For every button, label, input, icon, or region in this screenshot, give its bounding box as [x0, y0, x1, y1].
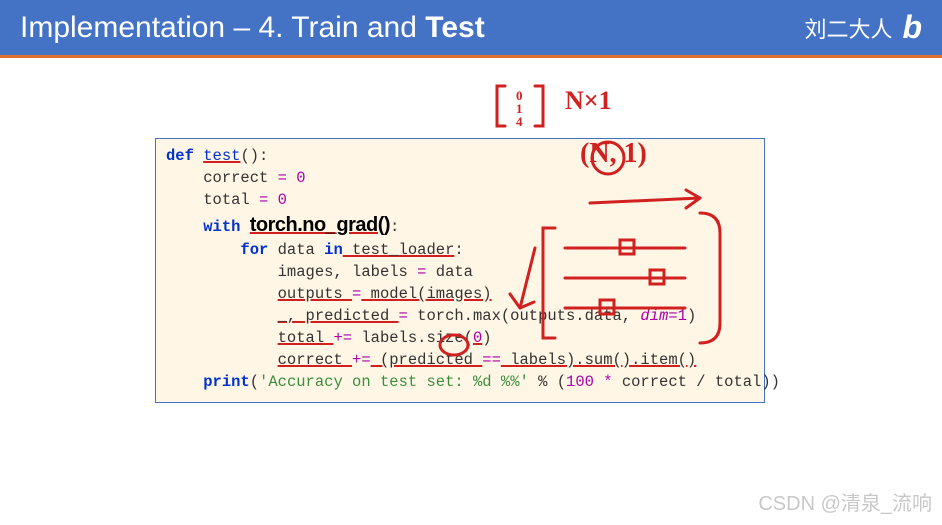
- annot-shape: (N, 1): [580, 138, 647, 170]
- svg-text:4: 4: [516, 114, 523, 129]
- code-line-4: with torch.no_grad():: [166, 211, 754, 239]
- code-block: def test(): correct = 0 total = 0 with t…: [155, 138, 765, 403]
- code-line-3: total = 0: [166, 189, 754, 211]
- logo-icon: b: [902, 9, 922, 46]
- code-line-1: def test():: [166, 145, 754, 167]
- slide-body: def test(): correct = 0 total = 0 with t…: [0, 58, 942, 522]
- title-bold: Test: [425, 11, 484, 44]
- code-line-9: total += labels.size(0): [166, 327, 754, 349]
- code-line-6: images, labels = data: [166, 261, 754, 283]
- header-right: 刘二大人 b: [804, 9, 922, 46]
- annot-nx1: N×1: [565, 86, 612, 116]
- code-line-5: for data in test_loader:: [166, 239, 754, 261]
- code-line-2: correct = 0: [166, 167, 754, 189]
- author-name: 刘二大人: [804, 12, 892, 44]
- slide-title: Implementation – 4. Train and Test: [20, 11, 485, 45]
- title-prefix: Implementation – 4. Train and: [20, 11, 425, 44]
- code-line-8: _, predicted = torch.max(outputs.data, d…: [166, 305, 754, 327]
- svg-text:1: 1: [516, 101, 523, 116]
- code-line-7: outputs = model(images): [166, 283, 754, 305]
- svg-text:0: 0: [516, 88, 523, 103]
- code-line-10: correct += (predicted == labels).sum().i…: [166, 349, 754, 371]
- slide-header: Implementation – 4. Train and Test 刘二大人 …: [0, 0, 942, 58]
- code-line-11: print('Accuracy on test set: %d %%' % (1…: [166, 371, 754, 393]
- watermark: CSDN @清泉_流响: [758, 487, 932, 516]
